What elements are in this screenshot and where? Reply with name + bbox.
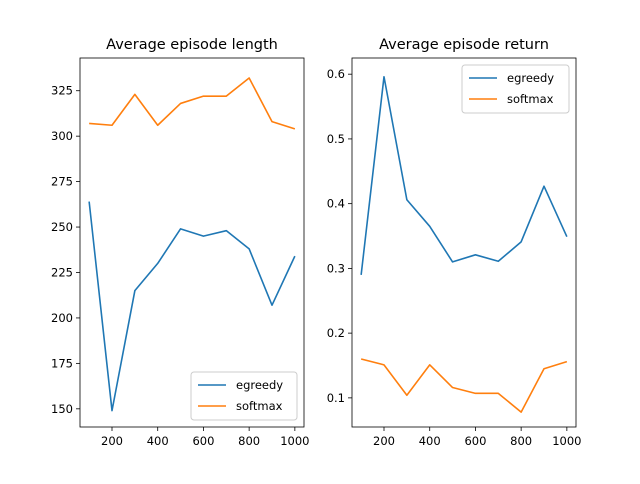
legend-label-egreedy: egreedy	[236, 378, 283, 392]
x-tick-label: 1000	[552, 434, 581, 448]
legend: egreedy softmax	[190, 371, 298, 421]
y-tick-label: 150	[51, 402, 73, 416]
axes-frame	[351, 57, 577, 428]
y-tick-label: 0.2	[327, 326, 345, 340]
legend-label-softmax: softmax	[236, 399, 283, 413]
series-line-softmax	[89, 77, 296, 130]
legend-label-egreedy: egreedy	[507, 71, 554, 85]
y-tick-label: 175	[51, 356, 73, 370]
y-tick-label: 275	[51, 175, 73, 189]
y-tick-label: 0.1	[327, 391, 345, 405]
y-tick-label: 250	[51, 220, 73, 234]
y-tick-label: 325	[51, 84, 73, 98]
x-tick-label: 400	[419, 434, 441, 448]
axes-frame	[79, 57, 305, 428]
y-tick-label: 300	[51, 129, 73, 143]
y-tick-label: 0.6	[327, 67, 345, 81]
x-tick-label: 800	[510, 434, 532, 448]
legend-box	[190, 371, 298, 421]
y-tick-label: 200	[51, 311, 73, 325]
x-tick-label: 400	[147, 434, 169, 448]
x-tick-label: 800	[238, 434, 260, 448]
series-line-softmax	[360, 358, 568, 413]
x-tick-label: 600	[192, 434, 214, 448]
series-line-egreedy	[88, 201, 296, 412]
y-tick-label: 0.4	[327, 197, 345, 211]
chart-title: Average episode length	[106, 37, 278, 53]
x-tick-label: 1000	[280, 434, 309, 448]
legend-box	[461, 64, 570, 114]
series-line-egreedy	[360, 75, 568, 275]
chart-episode-return: Average episode return 200 400 600 800 1000 0.…	[327, 37, 582, 448]
y-tick-label: 0.3	[327, 261, 345, 275]
x-tick-label: 200	[101, 434, 123, 448]
y-tick-label: 225	[51, 265, 73, 279]
chart-title: Average episode return	[379, 37, 549, 53]
legend: egreedy softmax	[461, 64, 570, 114]
y-tick-label: 0.5	[327, 132, 345, 146]
x-tick-label: 600	[464, 434, 486, 448]
x-tick-label: 200	[373, 434, 395, 448]
chart-episode-length: Average episode length 200 400 600 800 1000 15…	[51, 37, 309, 448]
legend-label-softmax: softmax	[507, 92, 554, 106]
